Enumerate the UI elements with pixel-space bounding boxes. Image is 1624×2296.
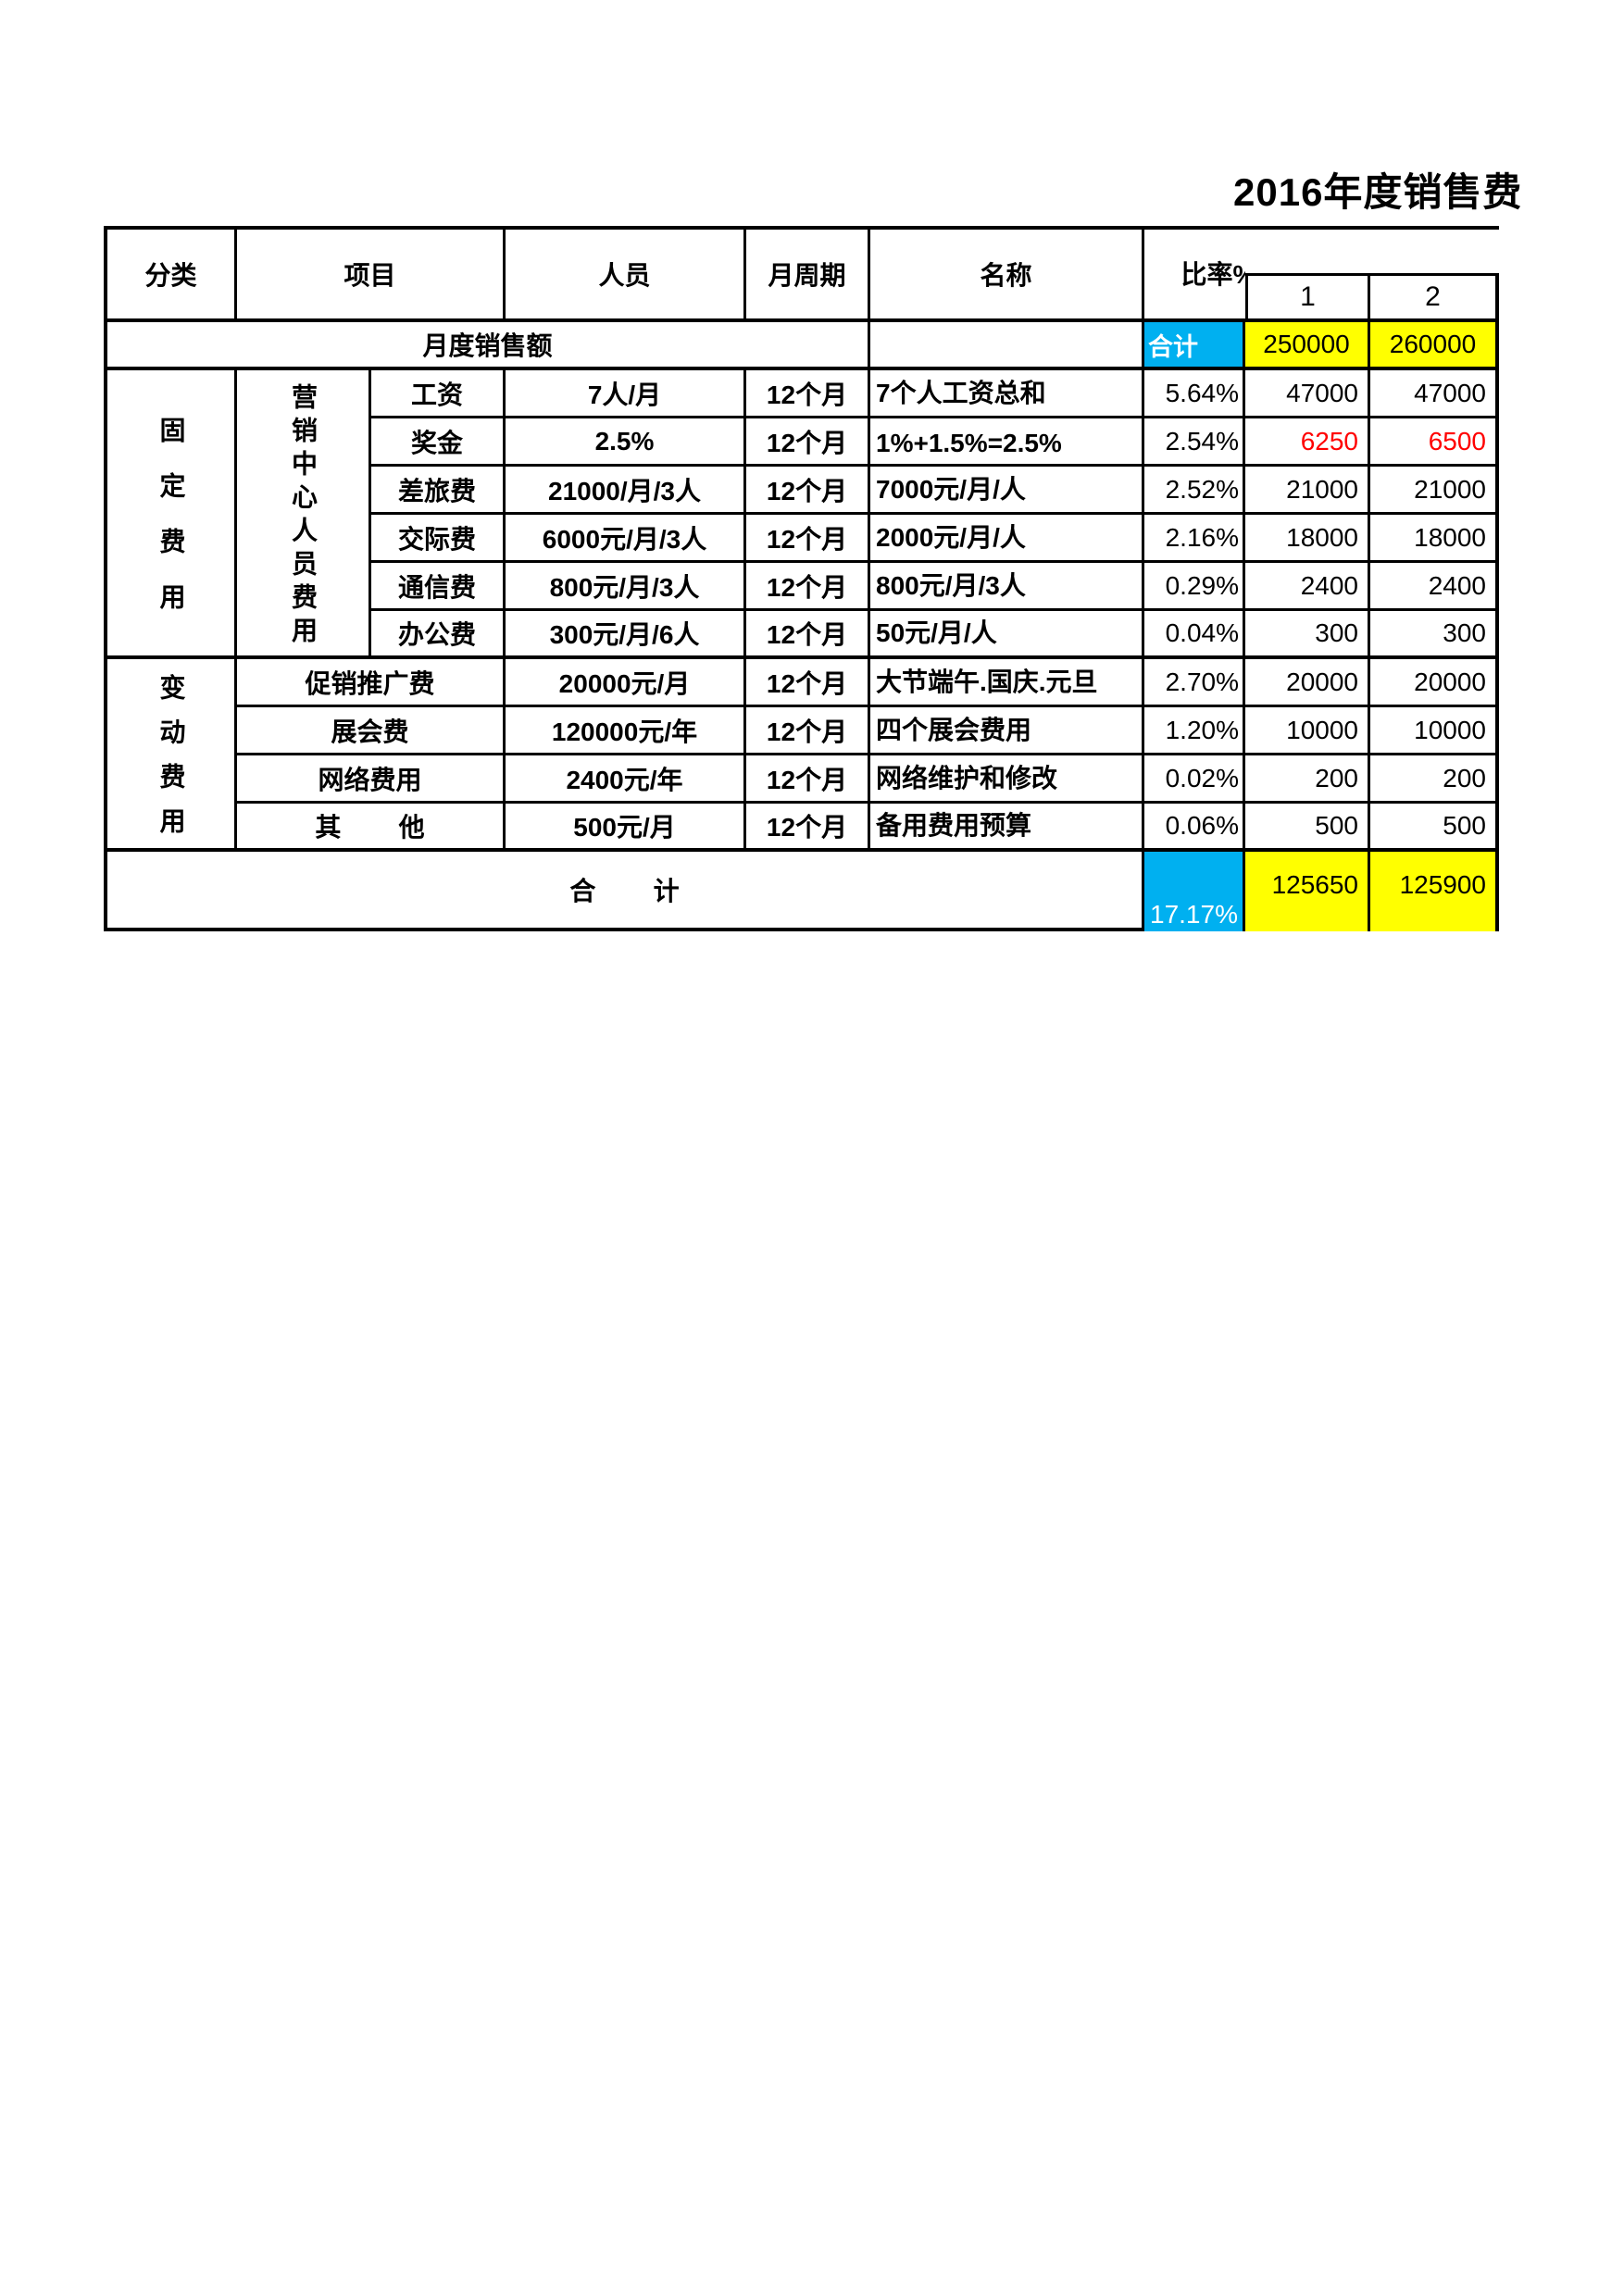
fixed-row-3-item: 交际费 — [371, 515, 506, 563]
monthly-sales-value-1: 250000 — [1245, 322, 1370, 370]
variable-row-1-name: 四个展会费用 — [870, 707, 1144, 755]
header-personnel: 人员 — [506, 230, 746, 322]
fixed-row-5-value-1: 300 — [1245, 611, 1370, 659]
variable-row-1-value-2: 10000 — [1370, 707, 1499, 755]
monthly-sales-total-label-cell: 合计 — [1144, 322, 1245, 370]
fixed-subcategory-cell: 营销中心人员费用 — [237, 370, 371, 659]
fixed-row-5-personnel: 300元/月/6人 — [506, 611, 746, 659]
fixed-row-0-item: 工资 — [371, 370, 506, 418]
variable-row-2-item: 网络费用 — [237, 755, 506, 804]
header-col-1: 1 — [1248, 276, 1370, 318]
variable-row-2-personnel: 2400元/年 — [506, 755, 746, 804]
fixed-row-4-personnel: 800元/月/3人 — [506, 563, 746, 611]
header-name: 名称 — [870, 230, 1144, 322]
page-title: 2016年度销售费 — [1233, 170, 1523, 214]
variable-row-3-name: 备用费用预算 — [870, 804, 1144, 852]
fixed-row-5-item: 办公费 — [371, 611, 506, 659]
header-ratio-label: 比率% — [1181, 259, 1246, 289]
variable-row-3-ratio: 0.06% — [1144, 804, 1245, 852]
variable-row-0-value-2: 20000 — [1370, 659, 1499, 707]
fixed-row-0-cycle: 12个月 — [746, 370, 870, 418]
budget-table: 分类 项目 人员 月周期 名称 比率% 1 2 月度销售额 合计 250000 … — [104, 226, 1499, 931]
variable-row-3-value-2: 500 — [1370, 804, 1499, 852]
fixed-row-2-name: 7000元/月/人 — [870, 467, 1144, 515]
fixed-row-5-name: 50元/月/人 — [870, 611, 1144, 659]
fixed-row-4-value-1: 2400 — [1245, 563, 1370, 611]
variable-row-0-ratio: 2.70% — [1144, 659, 1245, 707]
variable-row-2-value-2: 200 — [1370, 755, 1499, 804]
fixed-row-1-value-2: 6500 — [1370, 418, 1499, 467]
variable-category-cell: 变动费用 — [107, 659, 237, 852]
fixed-row-3-value-2: 18000 — [1370, 515, 1499, 563]
fixed-category-cell: 固定费用 — [107, 370, 237, 659]
variable-row-1-item: 展会费 — [237, 707, 506, 755]
variable-row-2-value-1: 200 — [1245, 755, 1370, 804]
monthly-sales-value-2: 260000 — [1370, 322, 1499, 370]
variable-row-0-value-1: 20000 — [1245, 659, 1370, 707]
variable-row-3-cycle: 12个月 — [746, 804, 870, 852]
fixed-subcategory-label: 营销中心人员费用 — [289, 383, 318, 650]
grand-total-ratio-cell: 17.17% — [1144, 852, 1245, 931]
header-category: 分类 — [107, 230, 237, 322]
variable-row-0-item: 促销推广费 — [237, 659, 506, 707]
grand-total-label-cell: 合 计 — [107, 852, 1144, 931]
fixed-row-4-item: 通信费 — [371, 563, 506, 611]
variable-row-2-ratio: 0.02% — [1144, 755, 1245, 804]
fixed-row-1-cycle: 12个月 — [746, 418, 870, 467]
fixed-row-2-item: 差旅费 — [371, 467, 506, 515]
variable-row-1-ratio: 1.20% — [1144, 707, 1245, 755]
fixed-row-1-personnel: 2.5% — [506, 418, 746, 467]
header-item: 项目 — [237, 230, 506, 322]
fixed-row-3-personnel: 6000元/月/3人 — [506, 515, 746, 563]
fixed-row-4-value-2: 2400 — [1370, 563, 1499, 611]
fixed-row-2-personnel: 21000/月/3人 — [506, 467, 746, 515]
fixed-row-1-name: 1%+1.5%=2.5% — [870, 418, 1144, 467]
fixed-row-4-ratio: 0.29% — [1144, 563, 1245, 611]
variable-row-2-cycle: 12个月 — [746, 755, 870, 804]
fixed-row-0-personnel: 7人/月 — [506, 370, 746, 418]
header-cycle: 月周期 — [746, 230, 870, 322]
variable-row-0-name: 大节端午.国庆.元旦 — [870, 659, 1144, 707]
monthly-sales-label-cell: 月度销售额 — [107, 322, 870, 370]
fixed-row-5-ratio: 0.04% — [1144, 611, 1245, 659]
grand-total-value-2: 125900 — [1370, 852, 1499, 931]
header-month-boxes: 1 2 — [1245, 273, 1499, 322]
fixed-row-0-name: 7个人工资总和 — [870, 370, 1144, 418]
variable-row-1-personnel: 120000元/年 — [506, 707, 746, 755]
variable-row-3-item: 其 他 — [237, 804, 506, 852]
fixed-row-3-name: 2000元/月/人 — [870, 515, 1144, 563]
fixed-row-0-value-1: 47000 — [1245, 370, 1370, 418]
header-ratio: 比率% — [1144, 230, 1245, 322]
fixed-row-1-item: 奖金 — [371, 418, 506, 467]
variable-row-3-value-1: 500 — [1245, 804, 1370, 852]
fixed-row-4-cycle: 12个月 — [746, 563, 870, 611]
fixed-row-1-value-1: 6250 — [1245, 418, 1370, 467]
fixed-row-3-value-1: 18000 — [1245, 515, 1370, 563]
variable-row-3-personnel: 500元/月 — [506, 804, 746, 852]
monthly-sales-empty-cell — [870, 322, 1144, 370]
fixed-row-3-ratio: 2.16% — [1144, 515, 1245, 563]
fixed-row-1-ratio: 2.54% — [1144, 418, 1245, 467]
grand-total-value-1: 125650 — [1245, 852, 1370, 931]
fixed-row-2-value-2: 21000 — [1370, 467, 1499, 515]
variable-row-1-value-1: 10000 — [1245, 707, 1370, 755]
header-col-2: 2 — [1425, 281, 1441, 312]
fixed-row-2-cycle: 12个月 — [746, 467, 870, 515]
fixed-row-2-value-1: 21000 — [1245, 467, 1370, 515]
fixed-row-5-value-2: 300 — [1370, 611, 1499, 659]
fixed-row-3-cycle: 12个月 — [746, 515, 870, 563]
fixed-row-4-name: 800元/月/3人 — [870, 563, 1144, 611]
fixed-row-0-value-2: 47000 — [1370, 370, 1499, 418]
variable-row-1-cycle: 12个月 — [746, 707, 870, 755]
variable-category-label: 变动费用 — [156, 674, 186, 852]
fixed-row-0-ratio: 5.64% — [1144, 370, 1245, 418]
fixed-row-5-cycle: 12个月 — [746, 611, 870, 659]
fixed-row-2-ratio: 2.52% — [1144, 467, 1245, 515]
fixed-category-label: 固定费用 — [156, 417, 186, 639]
header-month-columns-area: 1 2 — [1245, 230, 1499, 322]
variable-row-0-cycle: 12个月 — [746, 659, 870, 707]
variable-row-0-personnel: 20000元/月 — [506, 659, 746, 707]
variable-row-2-name: 网络维护和修改 — [870, 755, 1144, 804]
